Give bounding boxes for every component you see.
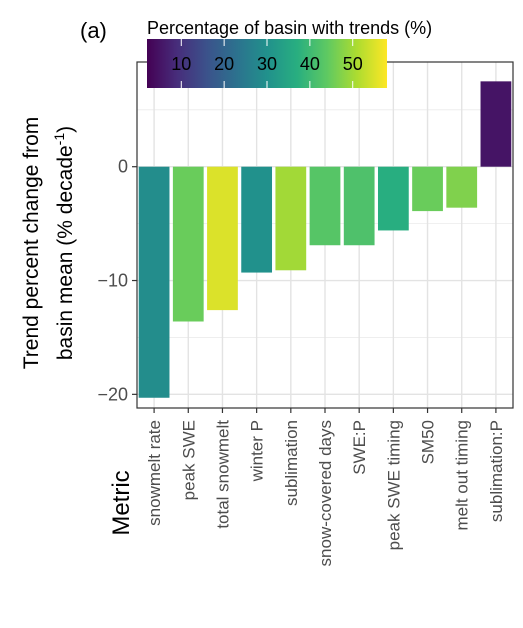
- bar-sm50: [412, 166, 443, 212]
- bar-melt-out-timing: [446, 166, 478, 208]
- x-tick-label: SWE:P: [350, 420, 369, 475]
- y-axis-title: Trend percent change from basin mean (% …: [20, 117, 77, 370]
- x-tick-label: peak SWE timing: [384, 420, 403, 550]
- legend-ticks: 10 20 30 40 50: [171, 39, 363, 88]
- y-tick-label: 0: [118, 157, 128, 177]
- bars-group: [138, 81, 512, 398]
- bar-swe-p: [343, 166, 375, 246]
- y-tick-label: −10: [97, 271, 128, 291]
- x-tick-label: melt out timing: [453, 420, 472, 531]
- y-axis: −20 −10 0: [97, 157, 137, 404]
- x-tick-label: snowmelt rate: [145, 420, 164, 526]
- y-tick-label: −20: [97, 384, 128, 404]
- legend-title: Percentage of basin with trends (%): [147, 18, 432, 38]
- x-axis: snowmelt rate peak SWE total snowmelt winte…: [145, 408, 506, 566]
- panel-label: (a): [80, 18, 107, 43]
- bar-sublimation-p: [480, 81, 512, 167]
- x-tick-label: sublimation:P: [487, 420, 506, 522]
- legend-tick-label: 40: [300, 54, 320, 74]
- bar-peak-swe: [172, 166, 204, 322]
- x-tick-label: sublimation: [282, 420, 301, 506]
- x-tick-label: snow-covered days: [316, 420, 335, 566]
- x-axis-title: Metric: [108, 470, 135, 535]
- bar-total-snowmelt: [207, 166, 238, 311]
- y-axis-title-superscript: -1: [51, 133, 67, 146]
- x-tick-label: SM50: [419, 420, 438, 464]
- bar-snowmelt-rate: [138, 166, 170, 398]
- legend-tick-label: 50: [343, 54, 363, 74]
- x-tick-label: winter P: [248, 420, 267, 482]
- y-axis-title-line1: Trend percent change from: [20, 117, 43, 370]
- y-axis-title-suffix: ): [54, 126, 77, 133]
- x-tick-label: peak SWE: [179, 420, 198, 500]
- bar-sublimation: [275, 166, 307, 271]
- legend-colorbar: [147, 39, 387, 88]
- legend-tick-label: 20: [214, 54, 234, 74]
- legend-tick-label: 30: [257, 54, 277, 74]
- bar-snow-covered-days: [309, 166, 341, 246]
- y-axis-title-prefix: basin mean (% decade: [54, 145, 77, 360]
- x-tick-label: total snowmelt: [213, 420, 232, 529]
- legend-tick-label: 10: [171, 54, 191, 74]
- bar-peak-swe-timing: [377, 166, 409, 231]
- bar-winter-p: [241, 166, 273, 273]
- y-axis-title-line2: basin mean (% decade-1): [51, 126, 77, 360]
